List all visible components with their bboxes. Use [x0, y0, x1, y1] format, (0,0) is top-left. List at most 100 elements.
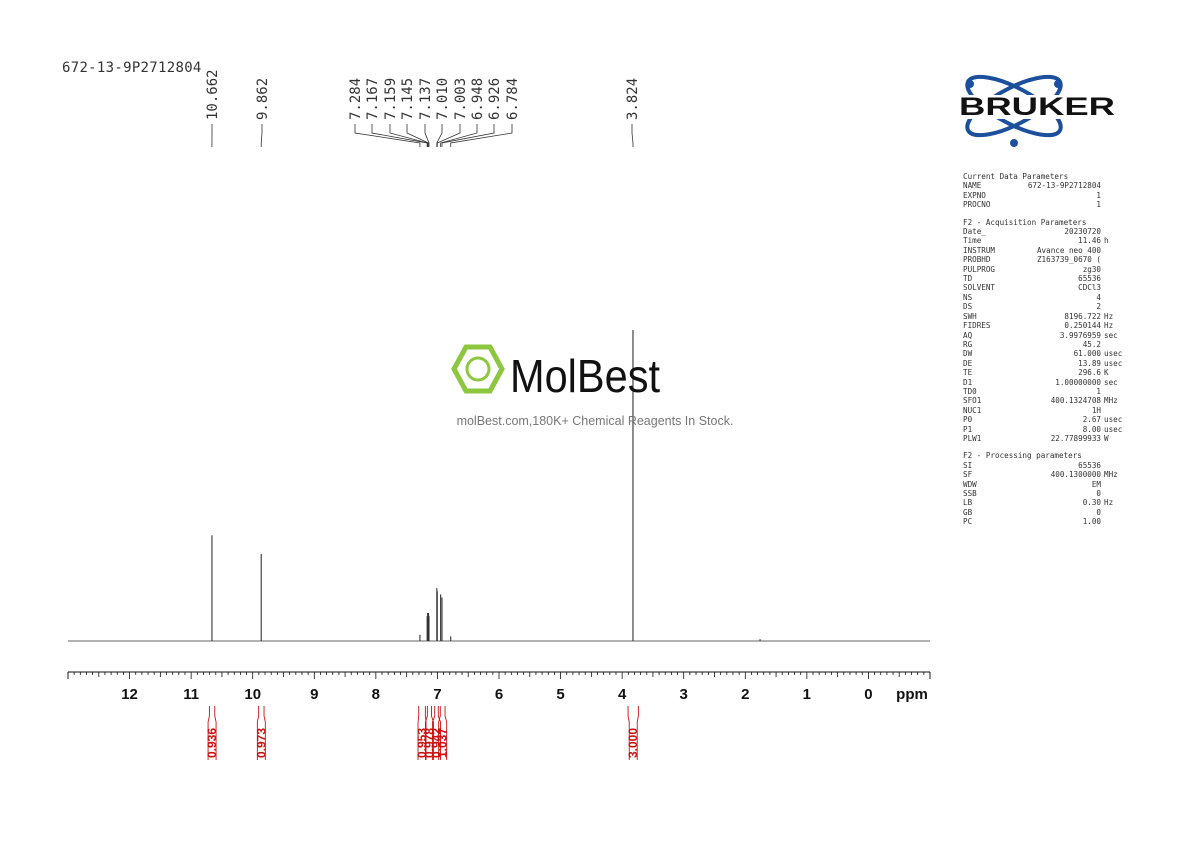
- param-val: Z163739_0670 (: [1036, 255, 1101, 265]
- param-val: Avance neo 400: [1036, 245, 1101, 255]
- param-val: 11.46: [1078, 236, 1101, 246]
- integral-bracket: [438, 706, 448, 760]
- molbest-brand-text: MolBest: [510, 350, 660, 402]
- param-row: SFO1 400.1324708 MHz: [963, 396, 1123, 405]
- param-row: DS 2: [963, 302, 1123, 311]
- integral-value: 1.037: [436, 728, 450, 758]
- integral-value: 0.973: [254, 728, 268, 758]
- param-val: 1.00: [1082, 517, 1101, 527]
- param-unit: usec: [1104, 424, 1123, 434]
- param-unit: [1101, 302, 1104, 311]
- param-unit: usec: [1104, 349, 1123, 359]
- peak-label: 6.948: [470, 78, 486, 120]
- param-val: 8.00: [1082, 424, 1101, 434]
- x-tick-label: 5: [556, 686, 564, 703]
- param-key: TD0: [963, 386, 977, 396]
- param-section: Current Data Parameters NAME 672-13-9P2712…: [963, 172, 1123, 210]
- param-key: SF: [963, 470, 973, 480]
- x-tick-label: 2: [741, 686, 749, 703]
- param-key: WDW: [963, 479, 977, 489]
- peak-label: 9.862: [255, 78, 271, 120]
- param-key: SI: [963, 460, 973, 470]
- param-row: FIDRES 0.250144 Hz: [963, 321, 1123, 330]
- peak-label-leader: [424, 124, 430, 147]
- param-unit: [1101, 191, 1104, 200]
- param-unit: h: [1104, 236, 1109, 246]
- param-key: LB: [963, 498, 973, 508]
- param-val: 1.00000000: [1055, 377, 1101, 387]
- bruker-logo: BRUKER: [956, 74, 1118, 147]
- param-key: SOLVENT: [963, 283, 996, 293]
- bruker-wordmark: BRUKER: [959, 93, 1115, 121]
- peak-label-leader: [441, 124, 495, 147]
- peak-label-leader: [371, 124, 428, 147]
- peak-label: 6.926: [487, 78, 503, 120]
- param-unit: [1101, 340, 1104, 349]
- param-section: F2 - Acquisition Parameters Date_ 20230720…: [963, 218, 1123, 444]
- peak-label: 7.159: [383, 78, 399, 120]
- param-val: 1: [1096, 200, 1101, 210]
- param-unit: [1101, 293, 1104, 302]
- peak-label: 6.784: [505, 78, 521, 120]
- param-section-title: Current Data Parameters: [963, 172, 1069, 181]
- param-row: TE 296.6 K: [963, 368, 1123, 377]
- param-key: NAME: [963, 181, 982, 191]
- param-unit: [1101, 181, 1104, 190]
- integral-bracket: [256, 706, 266, 760]
- param-unit: [1101, 508, 1104, 517]
- param-val: 0.30: [1082, 498, 1101, 508]
- molbest-watermark: MolBest molBest.com,180K+ Chemical Reage…: [440, 340, 750, 440]
- param-val: 296.6: [1078, 368, 1101, 378]
- param-unit: K: [1104, 368, 1109, 378]
- atom-orbit-icon: [965, 74, 1063, 147]
- param-val: 400.1324708: [1050, 396, 1101, 406]
- integral-bracket: [627, 706, 639, 760]
- param-key: Time: [963, 236, 982, 246]
- peak-label-leader: [354, 124, 421, 147]
- param-key: DW: [963, 349, 973, 359]
- param-key: EXPNO: [963, 190, 986, 200]
- param-row: WDW EM: [963, 480, 1123, 489]
- param-val: 672-13-9P2712804: [1027, 181, 1101, 191]
- param-key: PLW1: [963, 433, 982, 443]
- param-key: SSB: [963, 489, 977, 498]
- param-row: INSTRUM Avance neo 400: [963, 246, 1123, 255]
- param-section: F2 - Processing parameters SI 65536 SF 400.1…: [963, 451, 1123, 526]
- param-row: DE 13.89 usec: [963, 359, 1123, 368]
- param-row: NAME 672-13-9P2712804: [963, 181, 1123, 190]
- param-row: NUC1 1H: [963, 406, 1123, 415]
- param-val: 0.250144: [1064, 321, 1101, 331]
- param-key: TE: [963, 368, 973, 378]
- param-key: PROBHD: [963, 255, 991, 265]
- param-row: PC 1.00: [963, 517, 1123, 526]
- x-axis-label: ppm: [896, 686, 928, 703]
- peak-label-leader: [631, 124, 634, 147]
- x-tick-label: 1: [803, 686, 811, 703]
- param-row: SSB 0: [963, 489, 1123, 498]
- param-val: 22.77899933: [1050, 433, 1101, 443]
- param-unit: Hz: [1104, 498, 1114, 508]
- x-tick-label: 6: [495, 686, 503, 703]
- x-tick-label: 8: [372, 686, 380, 703]
- param-unit: [1101, 480, 1104, 489]
- param-val: 45.2: [1082, 339, 1101, 349]
- param-row: PROCNO 1: [963, 200, 1123, 209]
- x-tick-label: 9: [310, 686, 318, 703]
- benzene-ring-center-icon: [465, 356, 491, 382]
- param-unit: usec: [1104, 358, 1123, 368]
- param-key: D1: [963, 377, 973, 387]
- param-val: zg30: [1082, 264, 1101, 274]
- param-row: P0 2.67 usec: [963, 415, 1123, 424]
- param-row: SOLVENT CDCl3: [963, 283, 1123, 292]
- param-row: PROBHD Z163739_0670 (: [963, 255, 1123, 264]
- param-row: SI 65536: [963, 461, 1123, 470]
- param-key: DE: [963, 358, 973, 368]
- peak-label: 10.662: [205, 69, 221, 120]
- x-tick-label: 11: [183, 686, 199, 703]
- param-key: Date_: [963, 227, 986, 237]
- param-row: Time 11.46 h: [963, 236, 1123, 245]
- param-val: 65536: [1078, 460, 1101, 470]
- x-tick-label: 4: [618, 686, 627, 703]
- param-unit: Hz: [1104, 321, 1114, 331]
- param-key: SWH: [963, 311, 977, 321]
